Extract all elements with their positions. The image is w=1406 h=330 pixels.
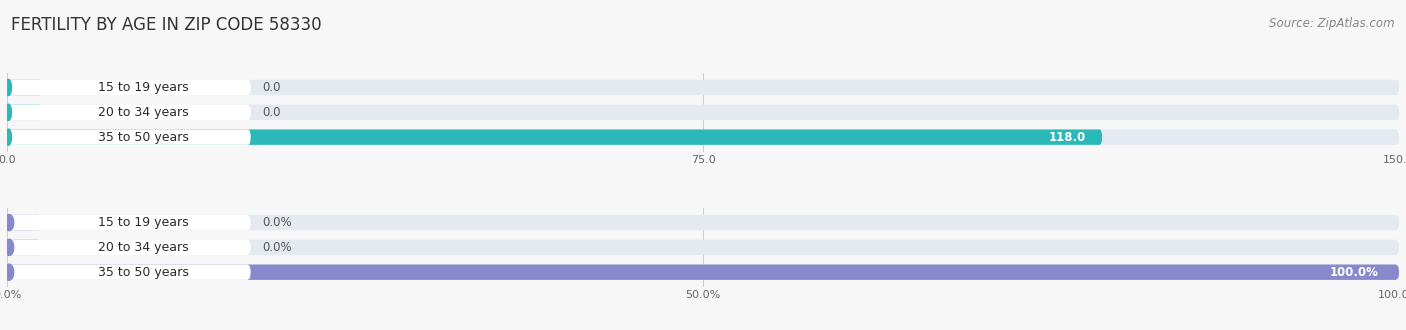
Text: 35 to 50 years: 35 to 50 years	[98, 266, 188, 279]
FancyBboxPatch shape	[7, 240, 1399, 255]
FancyBboxPatch shape	[7, 80, 250, 95]
FancyBboxPatch shape	[7, 129, 1102, 145]
Text: 35 to 50 years: 35 to 50 years	[98, 131, 188, 144]
FancyBboxPatch shape	[7, 215, 250, 230]
Text: Source: ZipAtlas.com: Source: ZipAtlas.com	[1270, 16, 1395, 29]
FancyBboxPatch shape	[7, 105, 250, 120]
Text: 0.0: 0.0	[262, 106, 280, 119]
FancyBboxPatch shape	[7, 215, 1399, 230]
Text: 118.0: 118.0	[1049, 131, 1085, 144]
Circle shape	[4, 264, 14, 280]
FancyBboxPatch shape	[7, 265, 1399, 280]
Circle shape	[4, 239, 14, 255]
FancyBboxPatch shape	[7, 215, 42, 230]
Circle shape	[6, 104, 11, 120]
Text: 0.0%: 0.0%	[262, 241, 291, 254]
Text: 0.0%: 0.0%	[262, 216, 291, 229]
Text: 20 to 34 years: 20 to 34 years	[98, 241, 188, 254]
FancyBboxPatch shape	[7, 265, 1399, 280]
Text: 15 to 19 years: 15 to 19 years	[98, 216, 188, 229]
Circle shape	[6, 80, 11, 96]
FancyBboxPatch shape	[7, 265, 250, 280]
FancyBboxPatch shape	[7, 105, 1399, 120]
Text: 15 to 19 years: 15 to 19 years	[98, 81, 188, 94]
FancyBboxPatch shape	[7, 80, 1399, 95]
FancyBboxPatch shape	[7, 129, 250, 145]
Text: 0.0: 0.0	[262, 81, 280, 94]
Text: 20 to 34 years: 20 to 34 years	[98, 106, 188, 119]
FancyBboxPatch shape	[7, 105, 42, 120]
FancyBboxPatch shape	[7, 80, 42, 95]
Text: 100.0%: 100.0%	[1329, 266, 1378, 279]
Circle shape	[6, 129, 11, 145]
FancyBboxPatch shape	[7, 129, 1399, 145]
FancyBboxPatch shape	[7, 240, 250, 255]
Text: FERTILITY BY AGE IN ZIP CODE 58330: FERTILITY BY AGE IN ZIP CODE 58330	[11, 16, 322, 35]
Circle shape	[4, 214, 14, 231]
FancyBboxPatch shape	[7, 240, 42, 255]
